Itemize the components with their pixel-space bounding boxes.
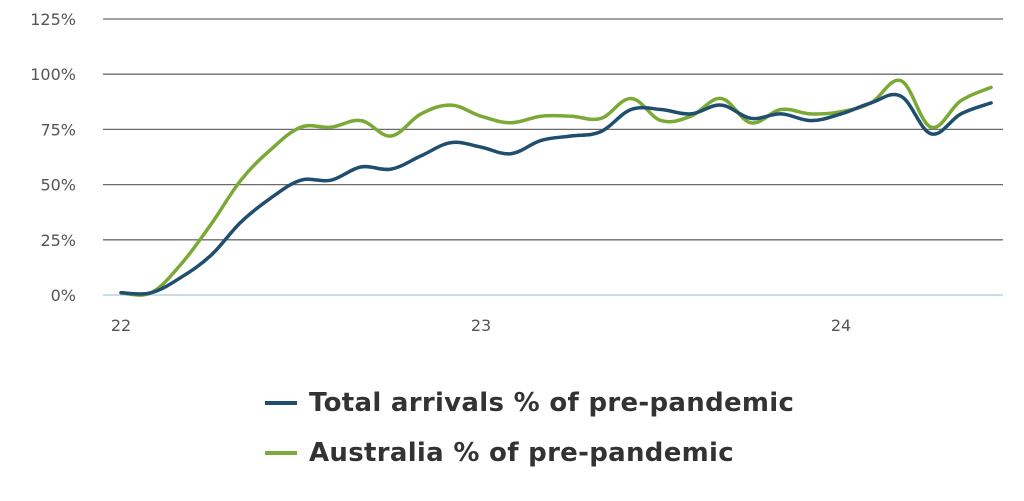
y-tick-label: 0% bbox=[51, 286, 76, 305]
x-tick-label: 24 bbox=[831, 316, 851, 335]
y-tick-label: 25% bbox=[40, 231, 76, 250]
x-tick-label: 22 bbox=[111, 316, 131, 335]
series-lines bbox=[119, 78, 993, 297]
y-axis-ticks: 0% 25% 50% 75% 100% 125% bbox=[30, 10, 76, 305]
x-tick-label: 23 bbox=[471, 316, 491, 335]
series-line-australia bbox=[119, 78, 993, 297]
legend-swatch-total-arrivals bbox=[265, 401, 297, 405]
y-tick-label: 50% bbox=[40, 176, 76, 195]
legend-item-australia: Australia % of pre-pandemic bbox=[265, 428, 794, 478]
legend-swatch-australia bbox=[265, 451, 297, 455]
y-tick-label: 125% bbox=[30, 10, 76, 29]
gridlines bbox=[103, 18, 1003, 241]
y-tick-label: 75% bbox=[40, 120, 76, 139]
legend-label-australia: Australia % of pre-pandemic bbox=[309, 438, 734, 468]
series-line-total-arrivals bbox=[119, 92, 993, 296]
legend: Total arrivals % of pre-pandemic Austral… bbox=[265, 378, 794, 478]
legend-item-total-arrivals: Total arrivals % of pre-pandemic bbox=[265, 378, 794, 428]
x-axis-ticks: 22 23 24 bbox=[111, 316, 851, 335]
legend-label-total-arrivals: Total arrivals % of pre-pandemic bbox=[309, 388, 795, 418]
y-tick-label: 100% bbox=[30, 65, 76, 84]
line-chart: 0% 25% 50% 75% 100% 125% 22 23 24 bbox=[30, 10, 1003, 335]
